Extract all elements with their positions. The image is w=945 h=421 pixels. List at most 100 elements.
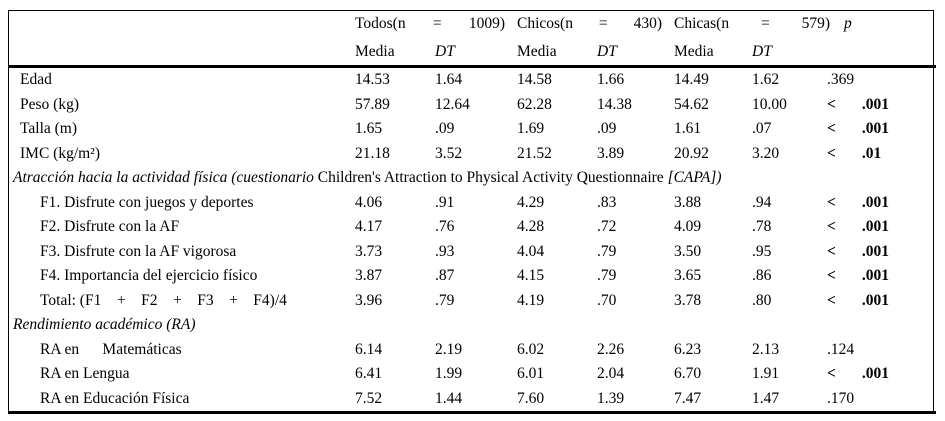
- less-than-sign: <: [827, 365, 836, 383]
- cell-media: 7.52: [355, 389, 383, 407]
- cell-dt: 2.04: [597, 365, 625, 383]
- table-row: Talla (m) 1.65 .09 1.69 .09 1.61 .07 < .001: [8, 117, 934, 142]
- cell-p: < .001: [823, 267, 934, 285]
- less-than-sign: <: [827, 120, 836, 138]
- p-value: .001: [861, 242, 889, 260]
- column-header-dt: DT: [435, 42, 455, 60]
- cell-p: < .001: [823, 194, 934, 212]
- cell-media: 6.70: [674, 365, 702, 383]
- cell-dt: 1.99: [435, 365, 463, 383]
- cell-media: 7.60: [517, 389, 545, 407]
- bottom-rule: [8, 411, 936, 414]
- column-header-dt: DT: [752, 42, 772, 60]
- column-group-chicas: Chicas(n = 579): [672, 15, 840, 33]
- cell-media: 4.17: [355, 218, 383, 236]
- cell-media: 1.61: [674, 120, 702, 138]
- cell-dt: 2.19: [435, 340, 463, 358]
- cell-media: 21.52: [517, 144, 552, 162]
- header-rule: [8, 65, 936, 68]
- cell-media: 3.73: [355, 242, 383, 260]
- table-row: Peso (kg) 57.89 12.64 62.28 14.38 54.62 10.00 <…: [8, 93, 934, 118]
- p-value: .001: [861, 218, 889, 236]
- cell-dt: 1.44: [435, 389, 463, 407]
- p-value: .01: [861, 144, 882, 162]
- table-row: RA en Educación Física 7.52 1.44 7.60 1.39 7.…: [8, 387, 934, 412]
- column-header-media: Media: [674, 42, 714, 60]
- cell-p: < .001: [823, 120, 934, 138]
- cell-media: 4.09: [674, 218, 702, 236]
- header-group-row: Todos(n = 1009) Chicos(n = 430) Chicas(n…: [8, 10, 934, 38]
- p-value: .001: [861, 193, 889, 211]
- group-label-part: Chicas(n: [674, 15, 730, 32]
- row-label: Total: (F1 + F2 + F3 + F4)/4: [40, 291, 287, 309]
- less-than-sign: <: [827, 267, 836, 285]
- cell-media: 4.06: [355, 193, 383, 211]
- table-row: Edad 14.53 1.64 14.58 1.66 14.49 1.62 .369: [8, 68, 934, 93]
- row-label: F1. Disfrute con juegos y deportes: [40, 193, 254, 211]
- column-group-todos: Todos(n = 1009): [353, 15, 515, 33]
- table-row: F1. Disfrute con juegos y deportes 4.06 .9…: [8, 191, 934, 216]
- cell-dt: .95: [752, 242, 772, 260]
- section-label-part: Atracción hacia la actividad física (cue…: [13, 169, 318, 187]
- cell-media: 3.87: [355, 267, 383, 285]
- cell-media: 4.04: [517, 242, 545, 260]
- cell-media: 4.19: [517, 291, 545, 309]
- cell-dt: .72: [597, 218, 617, 236]
- cell-dt: 2.13: [752, 340, 780, 358]
- cell-p: < .001: [823, 96, 934, 114]
- cell-p: < .001: [823, 292, 934, 310]
- table-row: F3. Disfrute con la AF vigorosa 3.73 .93 4.…: [8, 240, 934, 265]
- column-header-dt: DT: [597, 42, 617, 60]
- row-label: RA en Educación Física: [40, 389, 190, 407]
- cell-dt: .78: [752, 218, 772, 236]
- cell-dt: 1.91: [752, 365, 780, 383]
- table-border: [8, 10, 934, 411]
- cell-dt: .09: [597, 120, 617, 138]
- cell-dt: .80: [752, 291, 772, 309]
- cell-media: 3.78: [674, 291, 702, 309]
- header-subrow: Media DT Media DT Media DT: [8, 38, 934, 65]
- cell-dt: .87: [435, 267, 455, 285]
- cell-media: 6.23: [674, 340, 702, 358]
- table-header: Todos(n = 1009) Chicos(n = 430) Chicas(n…: [8, 10, 934, 65]
- table-row: RA en Lengua 6.41 1.99 6.01 2.04 6.70 1.91 < .00…: [8, 362, 934, 387]
- cell-dt: 2.26: [597, 340, 625, 358]
- row-label: IMC (kg/m²): [20, 144, 100, 162]
- row-label: Talla (m): [20, 120, 78, 138]
- row-label: RA en Lengua: [40, 365, 130, 383]
- cell-dt: .07: [752, 120, 772, 138]
- cell-p: < .001: [823, 243, 934, 261]
- cell-dt: 1.47: [752, 389, 780, 407]
- equals-sign: =: [432, 15, 442, 32]
- table-row: Total: (F1 + F2 + F3 + F4)/4 3.96 .79 4.19.…: [8, 289, 934, 314]
- column-header-media: Media: [517, 42, 557, 60]
- section-header-row: Rendimiento académico (RA): [8, 313, 934, 338]
- cell-dt: .93: [435, 242, 455, 260]
- table-body: Edad 14.53 1.64 14.58 1.66 14.49 1.62 .369 Peso …: [8, 68, 934, 411]
- less-than-sign: <: [827, 218, 836, 236]
- cell-dt: .94: [752, 193, 772, 211]
- cell-media: 6.41: [355, 365, 383, 383]
- cell-dt: 14.38: [597, 95, 632, 113]
- cell-dt: .79: [597, 242, 617, 260]
- p-value: .001: [861, 267, 889, 285]
- row-label: Peso (kg): [20, 95, 79, 113]
- row-label: F2. Disfrute con la AF: [40, 218, 180, 236]
- cell-dt: .83: [597, 193, 617, 211]
- group-label-part: Chicos(n: [517, 15, 573, 32]
- cell-media: 14.49: [674, 71, 709, 89]
- cell-media: 62.28: [517, 95, 552, 113]
- cell-p: < .001: [823, 218, 934, 236]
- cell-media: 4.29: [517, 193, 545, 211]
- cell-dt: 12.64: [435, 95, 470, 113]
- p-value: .001: [861, 95, 889, 113]
- cell-media: 3.88: [674, 193, 702, 211]
- section-header-row: Atracción hacia la actividad física (cue…: [8, 166, 934, 191]
- cell-media: 54.62: [674, 95, 709, 113]
- cell-dt: 1.62: [752, 71, 780, 89]
- column-header-media: Media: [355, 42, 395, 60]
- cell-media: 4.15: [517, 267, 545, 285]
- section-label-part: Children's Attraction to Physical Activi…: [317, 169, 668, 187]
- table-row: IMC (kg/m²) 21.18 3.52 21.52 3.89 20.92 3.20 <.…: [8, 142, 934, 167]
